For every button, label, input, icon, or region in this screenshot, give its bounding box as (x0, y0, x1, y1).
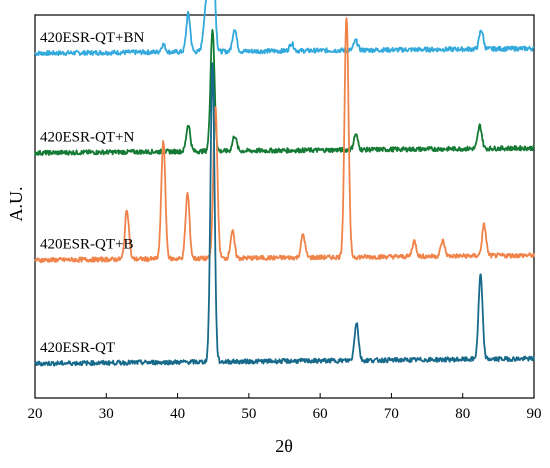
series-traces (34, 0, 535, 367)
x-axis-title: 2θ (275, 436, 293, 456)
x-tick-label: 40 (170, 406, 185, 422)
x-tick-label: 90 (527, 406, 542, 422)
x-axis-ticks: 20 30 40 50 60 70 80 90 (28, 393, 542, 422)
x-tick-label: 50 (241, 406, 256, 422)
series-line (34, 62, 535, 367)
series-line (34, 0, 535, 57)
series-line (34, 28, 535, 156)
y-axis-title: A.U. (6, 187, 26, 222)
series-line (34, 17, 535, 264)
plot-frame (34, 14, 535, 399)
series-label: 420ESR-QT+BN (40, 30, 144, 46)
x-tick-label: 20 (28, 406, 43, 422)
x-tick-label: 60 (313, 406, 328, 422)
x-tick-label: 30 (99, 406, 114, 422)
x-tick-label: 70 (384, 406, 399, 422)
series-label: 420ESR-QT (40, 340, 115, 356)
series-label: 420ESR-QT+B (40, 237, 133, 253)
x-tick-label: 80 (455, 406, 470, 422)
series-labels: 420ESR-QT+BN 420ESR-QT+N 420ESR-QT+B 420ESR… (40, 30, 144, 356)
series-label: 420ESR-QT+N (40, 129, 134, 145)
